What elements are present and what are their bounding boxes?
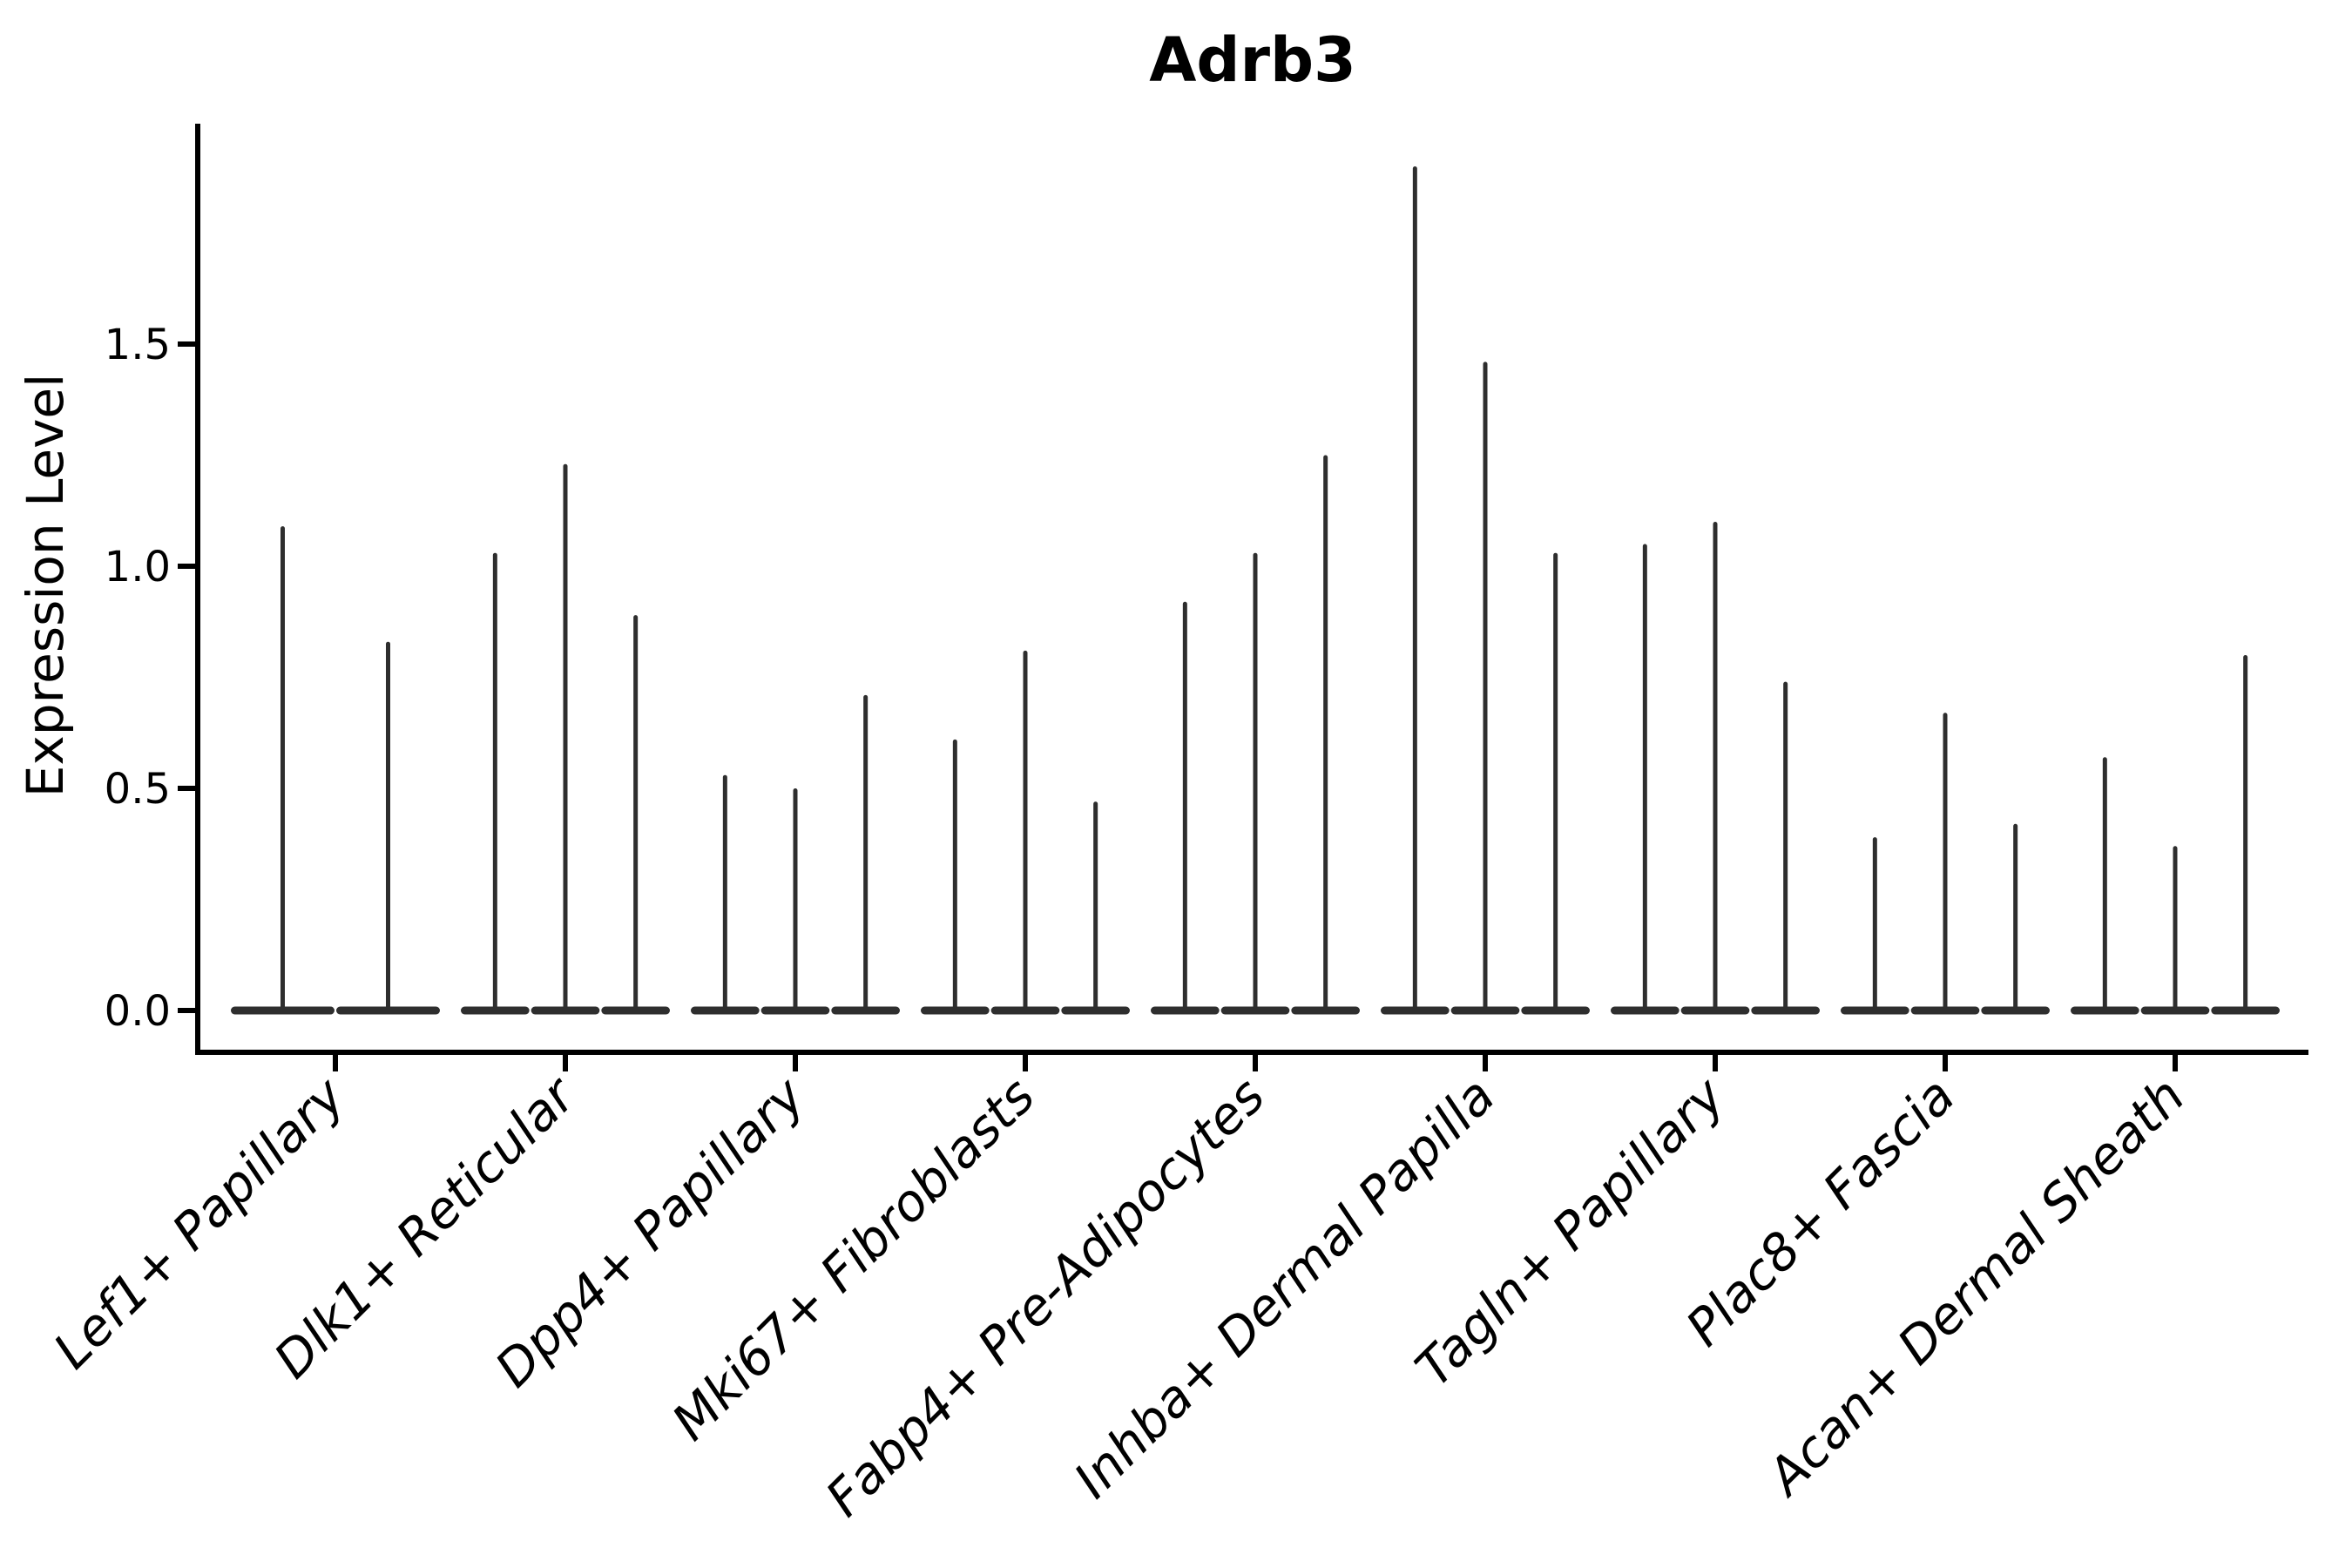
violin-spike	[1253, 552, 1258, 1012]
x-axis-spine	[195, 1050, 2308, 1055]
x-tick-mark	[333, 1052, 338, 1071]
y-tick-mark	[178, 564, 195, 569]
x-tick-mark	[563, 1052, 568, 1071]
violin-spike	[793, 788, 798, 1012]
violin-spike	[1323, 455, 1328, 1012]
x-tick-mark	[1023, 1052, 1028, 1071]
y-tick-label: 0.5	[105, 765, 171, 814]
x-tick-mark	[2173, 1052, 2178, 1071]
x-tick-mark	[1253, 1052, 1258, 1071]
violin-spike	[2102, 757, 2107, 1012]
y-axis-spine	[195, 124, 200, 1055]
violin-spike	[952, 739, 957, 1012]
y-tick-mark	[178, 1008, 195, 1013]
y-tick-mark	[178, 341, 195, 347]
x-tick-label: Inhba+ Dermal Papilla	[1063, 1066, 1506, 1510]
chart-title: Adrb3	[1149, 24, 1356, 96]
violin-spike	[563, 463, 568, 1012]
y-tick-label: 1.5	[105, 321, 171, 369]
violin-spike	[1023, 650, 1028, 1012]
y-tick-label: 1.0	[105, 543, 171, 591]
x-tick-mark	[793, 1052, 798, 1071]
violin-spike	[1483, 362, 1488, 1012]
y-tick-label: 0.0	[105, 987, 171, 1036]
x-tick-mark	[1713, 1052, 1718, 1071]
violin-spike	[1783, 681, 1788, 1012]
x-tick-mark	[1943, 1052, 1948, 1071]
violin-spike	[863, 694, 868, 1012]
violin-spike	[2173, 846, 2178, 1012]
x-tick-label: Acan+ Dermal Sheath	[1754, 1066, 2196, 1509]
violin-spike	[1642, 544, 1647, 1012]
violin-spike	[492, 552, 497, 1012]
violin-spike	[386, 641, 390, 1012]
violin-spike	[1713, 522, 1718, 1012]
violin-spike	[1182, 601, 1187, 1012]
violin-spike	[1093, 801, 1098, 1012]
violin-spike	[1943, 713, 1948, 1012]
x-tick-label: Fabp4+ Pre-Adipocytes	[814, 1066, 1276, 1528]
violin-spike	[633, 615, 639, 1012]
violin-spike	[722, 774, 727, 1012]
violin-spike	[1553, 552, 1558, 1012]
x-tick-mark	[1483, 1052, 1488, 1071]
y-tick-mark	[178, 786, 195, 791]
violin-spike	[2013, 823, 2018, 1012]
violin-spike	[1412, 166, 1417, 1012]
violin-spike	[280, 526, 285, 1012]
violin-spike	[2243, 655, 2248, 1012]
violin-spike	[1872, 837, 1877, 1012]
